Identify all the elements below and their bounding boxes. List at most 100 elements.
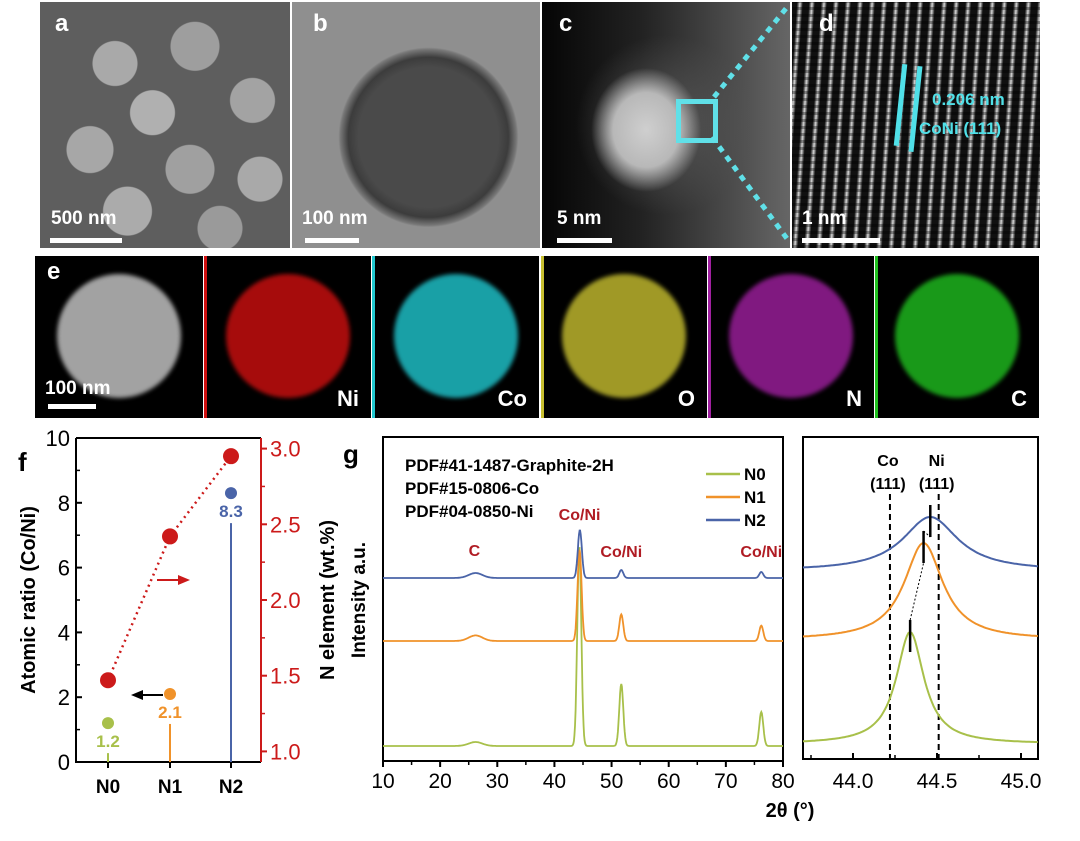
eds-particle bbox=[57, 274, 181, 398]
g-inset-xtick-label: 44.5 bbox=[917, 770, 958, 793]
f-xtick-label: N1 bbox=[158, 777, 183, 798]
f-ylabel: Atomic ratio (Co/Ni) bbox=[18, 506, 40, 694]
g-plot-frame bbox=[382, 436, 784, 762]
eds-map-haadf: e 100 nm bbox=[35, 256, 203, 418]
eds-element-label: C bbox=[1011, 386, 1027, 411]
g-xtick-label: 80 bbox=[771, 770, 794, 793]
g-inset-xtick-label: 45.0 bbox=[1001, 770, 1042, 793]
panel-c-haadf-image: c 5 nm bbox=[542, 2, 790, 248]
eds-color-stripe bbox=[541, 256, 544, 418]
g-xrd-curve-n1 bbox=[383, 549, 783, 642]
eds-particle bbox=[562, 274, 686, 398]
g-peak-label: Co/Ni bbox=[740, 544, 782, 561]
g-xtick-label: 40 bbox=[543, 770, 566, 793]
panel-label-a: a bbox=[55, 10, 69, 37]
g-xtick-label: 30 bbox=[486, 770, 509, 793]
g-reference-pdf: PDF#04-0850-Ni bbox=[405, 502, 534, 521]
eds-map-n: N bbox=[708, 256, 874, 418]
eds-color-stripe bbox=[204, 256, 207, 418]
f-ytick-label: 10 bbox=[46, 426, 70, 451]
eds-element-label: Ni bbox=[337, 386, 359, 411]
g-inset-reference-label: Co bbox=[877, 453, 899, 470]
f-n-element-line bbox=[106, 455, 232, 681]
f-y2tick-label: 2.0 bbox=[270, 588, 301, 613]
g-xrd-curve-n0 bbox=[383, 547, 783, 747]
f-y2tick-label: 2.5 bbox=[270, 512, 301, 537]
f-xtick-label: N2 bbox=[219, 777, 243, 798]
eds-particle bbox=[895, 274, 1019, 398]
panel-label-b: b bbox=[313, 10, 328, 37]
panel-b-tem-image: b 100 nm bbox=[292, 2, 540, 248]
g-reference-pdf: PDF#41-1487-Graphite-2H bbox=[405, 456, 614, 475]
g-reference-pdf: PDF#15-0806-Co bbox=[405, 479, 539, 498]
g-inset-curve-n2 bbox=[802, 515, 1038, 569]
g-legend-label: N2 bbox=[744, 511, 766, 530]
eds-map-c: C bbox=[875, 256, 1039, 418]
g-inset-reference-label: Ni bbox=[929, 453, 945, 470]
scale-bar-c bbox=[557, 238, 612, 243]
eds-map-o: O bbox=[541, 256, 707, 418]
eds-element-label: N bbox=[846, 386, 862, 411]
scale-label-d: 1 nm bbox=[802, 208, 847, 229]
f-ratio-point bbox=[164, 687, 176, 700]
f-y2tick-label: 1.5 bbox=[270, 664, 301, 689]
scale-bar-a bbox=[50, 238, 122, 243]
f-ytick-label: 4 bbox=[58, 620, 70, 645]
f-panel-label: f bbox=[18, 447, 27, 477]
f-ytick-label: 2 bbox=[58, 685, 70, 710]
f-ratio-point bbox=[225, 487, 237, 500]
f-right-axis-arrow-icon bbox=[178, 575, 190, 585]
f-ratio-label: 2.1 bbox=[158, 703, 182, 722]
scale-label-a: 500 nm bbox=[51, 208, 117, 229]
g-xtick-label: 60 bbox=[657, 770, 680, 793]
f-n-element-point bbox=[223, 448, 239, 465]
f-ytick-label: 0 bbox=[58, 750, 70, 775]
eds-color-stripe bbox=[372, 256, 375, 418]
plane-annotation: CoNi (111) bbox=[919, 119, 1002, 138]
f-ytick-label: 6 bbox=[58, 556, 70, 581]
eds-element-label: Co bbox=[497, 386, 527, 411]
panel-a-sem-image: a 500 nm bbox=[40, 2, 290, 248]
eds-color-stripe bbox=[708, 256, 711, 418]
f-left-axis-arrow-icon bbox=[131, 690, 143, 700]
eds-particle bbox=[225, 274, 350, 398]
eds-element-label: O bbox=[677, 386, 695, 411]
f-y2tick-label: 1.0 bbox=[270, 739, 301, 764]
f-y2tick-label: 3.0 bbox=[270, 437, 301, 462]
panel-d-hrtem-image: d 0.206 nm CoNi (111) 1 nm bbox=[792, 2, 1040, 248]
scale-bar-b bbox=[305, 238, 359, 243]
panel-label-e: e bbox=[47, 258, 61, 285]
g-ylabel: Intensity a.u. bbox=[349, 542, 370, 658]
eds-particle bbox=[729, 274, 853, 398]
f-y2label: N element (wt.%) bbox=[317, 520, 339, 680]
panel-label-c: c bbox=[559, 10, 573, 37]
g-inset-curve-n1 bbox=[802, 541, 1038, 638]
g-inset-reference-label: (111) bbox=[919, 476, 955, 493]
f-ratio-label: 8.3 bbox=[219, 502, 243, 521]
eds-particle bbox=[393, 274, 518, 398]
eds-map-co: Co bbox=[372, 256, 539, 418]
f-ratio-label: 1.2 bbox=[96, 732, 120, 751]
g-peak-label: Co/Ni bbox=[600, 544, 642, 561]
scale-label-c: 5 nm bbox=[557, 208, 602, 229]
g-xtick-label: 20 bbox=[428, 770, 451, 793]
eds-color-stripe bbox=[875, 256, 878, 418]
g-xrd-curve-n2 bbox=[383, 529, 783, 579]
eds-map-ni: Ni bbox=[204, 256, 371, 418]
scale-bar-e bbox=[48, 404, 96, 409]
f-n-element-point bbox=[162, 528, 178, 545]
g-xtick-label: 50 bbox=[600, 770, 623, 793]
f-ytick-label: 8 bbox=[58, 491, 70, 516]
g-legend-label: N0 bbox=[744, 465, 766, 484]
g-peak-label: C bbox=[469, 543, 481, 560]
f-ratio-point bbox=[102, 717, 114, 730]
scale-label-b: 100 nm bbox=[302, 208, 368, 229]
g-panel-label: g bbox=[343, 439, 359, 469]
g-legend-label: N1 bbox=[744, 488, 766, 507]
g-xlabel: 2θ (°) bbox=[766, 800, 815, 822]
g-inset-shift-guide bbox=[923, 530, 931, 538]
spacing-annotation: 0.206 nm bbox=[932, 90, 1005, 109]
g-inset-curve-n0 bbox=[802, 630, 1038, 744]
g-inset-reference-label: (111) bbox=[870, 476, 906, 493]
scale-label-e: 100 nm bbox=[45, 378, 111, 399]
